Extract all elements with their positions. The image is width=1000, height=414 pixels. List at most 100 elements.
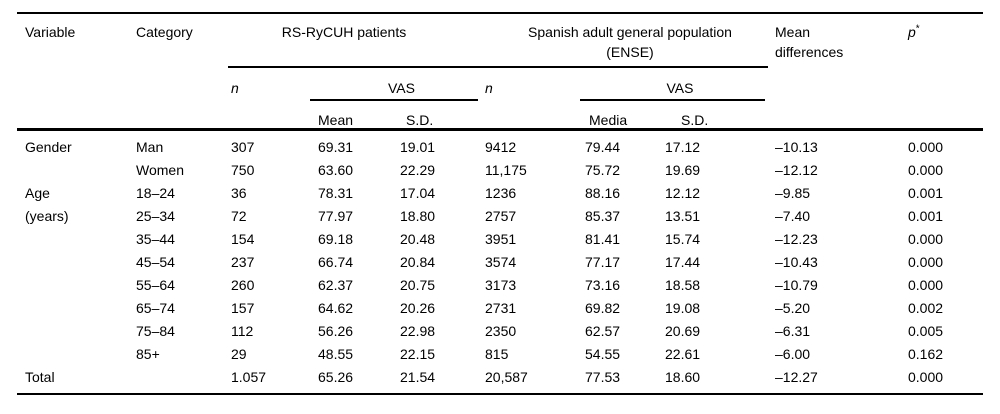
table-cell: 22.29	[400, 162, 436, 178]
col-header-n-rs: n	[231, 80, 239, 96]
table-cell: Age	[25, 185, 50, 201]
table-cell: 9412	[485, 139, 517, 155]
table-cell: Women	[136, 162, 184, 178]
table-cell: 69.82	[585, 300, 621, 316]
table-cell	[25, 343, 136, 366]
table-bottom-rule	[17, 393, 983, 395]
table-cell: 11,175	[485, 162, 527, 178]
table-cell: 20.26	[400, 300, 436, 316]
table-cell: –6.31	[775, 323, 811, 339]
col-header-mean-differences: Mean differences	[775, 22, 908, 62]
table-cell: 19.01	[400, 139, 436, 155]
group-header-ense-line2: (ENSE)	[606, 44, 654, 60]
table-cell: 0.001	[908, 185, 944, 201]
table-cell: 3951	[485, 231, 517, 247]
col-header-sd-ense: S.D.	[681, 112, 709, 128]
table-cell: –7.40	[775, 208, 811, 224]
header-row-n-vas: n VAS n VAS	[25, 78, 983, 98]
table-cell: 35–44	[136, 231, 175, 247]
table-cell: (years)	[25, 208, 69, 224]
table-cell: –10.43	[775, 254, 818, 270]
table-cell: 157	[231, 300, 255, 316]
table-cell: 1.057	[231, 369, 267, 385]
table-cell: 0.002	[908, 300, 944, 316]
table-cell: 77.17	[585, 254, 621, 270]
table-row: Total 1.057 65.26 21.54 20,587 77.53 18.60 –12.…	[25, 366, 983, 389]
table-cell: 75.72	[585, 162, 621, 178]
table-cell: 75–84	[136, 323, 175, 339]
table-cell	[25, 297, 136, 320]
col-header-vas-rs: VAS	[388, 80, 415, 96]
table-cell: 19.69	[665, 162, 701, 178]
table-cell: 85+	[136, 346, 160, 362]
table-cell: 64.62	[318, 300, 354, 316]
table-cell: 2350	[485, 323, 517, 339]
table-cell: 2731	[485, 300, 517, 316]
col-header-mean-differences-line1: Mean	[775, 24, 811, 40]
table-cell: 19.08	[665, 300, 701, 316]
table-cell: 3574	[485, 254, 517, 270]
table-cell: –12.23	[775, 231, 818, 247]
col-header-vas-ense: VAS	[666, 80, 694, 96]
group-header-ense: Spanish adult general population (ENSE)	[485, 22, 775, 62]
table-cell: 154	[231, 231, 255, 247]
col-header-p-value: p*	[908, 22, 983, 62]
table-cell: 0.000	[908, 139, 944, 155]
table-cell: 73.16	[585, 277, 621, 293]
table-cell	[25, 159, 136, 182]
table-cell: 72	[231, 208, 247, 224]
table-cell: 77.53	[585, 369, 621, 385]
table-cell	[25, 274, 136, 297]
table-cell: 20.84	[400, 254, 436, 270]
table-cell	[136, 366, 231, 389]
table-cell: 2757	[485, 208, 517, 224]
table-row: 55–64 260 62.37 20.75 3173 73.16 18.58 –10.79 0.…	[25, 274, 983, 297]
table-row: 75–84 112 56.26 22.98 2350 62.57 20.69 –6.31 0.0…	[25, 320, 983, 343]
table-cell: 62.37	[318, 277, 354, 293]
table-row: (years) 25–34 72 77.97 18.80 2757 85.37 13.51 –7…	[25, 205, 983, 228]
col-header-sd-rs: S.D.	[406, 112, 434, 128]
p-asterisk: *	[915, 23, 920, 35]
table-cell: 17.12	[665, 139, 701, 155]
table-cell: 0.162	[908, 346, 944, 362]
table-cell: 0.000	[908, 254, 944, 270]
table-row: 65–74 157 64.62 20.26 2731 69.82 19.08 –5.20 0.0…	[25, 297, 983, 320]
table-cell: 20.48	[400, 231, 436, 247]
group-header-rs-patients: RS-RyCUH patients	[281, 24, 407, 40]
table-cell	[25, 251, 136, 274]
table-cell: 62.57	[585, 323, 621, 339]
col-header-n-ense: n	[485, 80, 493, 96]
table-cell: 22.61	[665, 346, 701, 362]
vas-rs-underline-rule	[310, 99, 478, 101]
table-cell: 0.001	[908, 208, 944, 224]
col-header-media-ense: Media	[589, 112, 628, 128]
header-bottom-rule	[17, 128, 983, 131]
table-row: 85+ 29 48.55 22.15 815 54.55 22.61 –6.00 0.162	[25, 343, 983, 366]
table-cell: 0.005	[908, 323, 944, 339]
table-cell: 54.55	[585, 346, 621, 362]
table-cell: 307	[231, 139, 255, 155]
table-cell: 0.000	[908, 231, 944, 247]
table-cell: –9.85	[775, 185, 811, 201]
table-cell: 88.16	[585, 185, 621, 201]
table-cell: Gender	[25, 139, 72, 155]
table-cell: 20.69	[665, 323, 701, 339]
table-cell: 0.000	[908, 162, 944, 178]
table-cell: 18.60	[665, 369, 701, 385]
table-cell: 81.41	[585, 231, 621, 247]
table-cell: 260	[231, 277, 255, 293]
table-cell: 18.80	[400, 208, 436, 224]
col-header-variable: Variable	[25, 24, 76, 40]
table-cell: 17.04	[400, 185, 436, 201]
table-row: Gender Man 307 69.31 19.01 9412 79.44 17.12 –10.…	[25, 136, 983, 159]
table-cell: 25–34	[136, 208, 175, 224]
table-cell: 69.18	[318, 231, 354, 247]
table-cell: 69.31	[318, 139, 354, 155]
table-cell: 65–74	[136, 300, 175, 316]
table-cell: –12.12	[775, 162, 818, 178]
table-cell: 12.12	[665, 185, 701, 201]
table-cell: 237	[231, 254, 255, 270]
table-cell: 78.31	[318, 185, 354, 201]
table-cell: 63.60	[318, 162, 354, 178]
